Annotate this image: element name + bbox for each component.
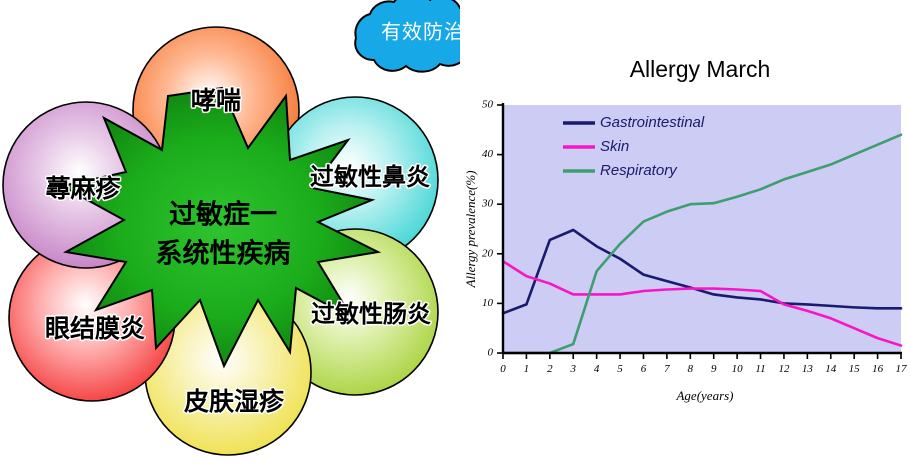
allergy-march-chart: Allergy March 0 10 20 30 40 50 0 1 2 3 4 5 6 7 8 9 10 11… — [455, 45, 910, 425]
legend-label-gastrointestinal: Gastrointestinal — [600, 114, 705, 131]
petal-label-asthma: 哮喘 — [191, 86, 241, 115]
x-tick-label: 8 — [688, 363, 694, 375]
plot-area-background — [503, 105, 901, 353]
chart-title: Allergy March — [630, 56, 771, 82]
cloud-label: 有效防治 — [381, 20, 460, 44]
y-tick-label: 50 — [482, 99, 494, 111]
series-line-skin — [501, 259, 903, 347]
petal-label-conjunctivitis: 眼结膜炎 — [45, 314, 145, 343]
x-axis-ticks: 0 1 2 3 4 5 6 7 8 9 10 11 12 13 14 15 16 17 — [500, 353, 907, 375]
x-tick-label: 0 — [500, 363, 506, 375]
y-axis-ticks: 0 10 20 30 40 50 — [481, 99, 503, 359]
cloud-callout[interactable]: 有效防治 — [354, 0, 460, 73]
x-tick-label: 7 — [664, 363, 670, 375]
x-tick-label: 6 — [641, 363, 647, 375]
petal-label-eczema: 皮肤湿疹 — [184, 387, 285, 416]
x-tick-label: 2 — [547, 363, 553, 375]
x-tick-label: 14 — [825, 363, 837, 375]
x-tick-label: 5 — [617, 363, 623, 375]
x-tick-label: 13 — [802, 363, 814, 375]
y-tick-label: 30 — [481, 198, 494, 210]
center-starburst[interactable] — [59, 86, 382, 369]
legend-label-respiratory: Respiratory — [600, 162, 678, 179]
x-tick-label: 9 — [711, 363, 717, 375]
cloud-shape — [354, 0, 460, 73]
chart-legend: Gastrointestinal Skin Respiratory — [563, 114, 705, 179]
center-label-line1: 过敏症一 — [169, 200, 277, 231]
x-tick-label: 3 — [569, 363, 576, 375]
y-axis-title: Allergy prevalence(%) — [463, 170, 478, 288]
y-tick-label: 40 — [482, 148, 494, 160]
y-tick-label: 0 — [488, 347, 494, 359]
petal-label-allergic-enteritis: 过敏性肠炎 — [311, 300, 431, 328]
allergy-flower-diagram: 哮喘 过敏性鼻炎 过敏性肠炎 皮肤湿疹 眼结膜炎 蕁麻疹 过敏症一 系统性疾病 … — [2, 0, 460, 456]
x-tick-label: 1 — [524, 363, 530, 375]
y-tick-label: 10 — [482, 297, 494, 309]
x-tick-label: 16 — [872, 363, 884, 375]
x-tick-label: 4 — [594, 363, 600, 375]
x-tick-label: 12 — [778, 363, 790, 375]
petal-label-allergic-rhinitis: 过敏性鼻炎 — [310, 163, 430, 191]
x-tick-label: 17 — [896, 363, 908, 375]
center-label-line2: 系统性疾病 — [156, 238, 291, 270]
x-tick-label: 15 — [849, 363, 861, 375]
y-tick-label: 20 — [482, 247, 494, 259]
petal-label-urticaria: 蕁麻疹 — [45, 174, 121, 203]
series-line-respiratory — [501, 133, 903, 355]
x-tick-label: 11 — [755, 363, 765, 375]
series-line-gastrointestinal — [501, 228, 903, 315]
x-tick-label: 10 — [732, 363, 744, 375]
legend-label-skin: Skin — [600, 138, 629, 155]
series-lines — [501, 133, 903, 355]
x-axis-title: Age(years) — [675, 388, 733, 403]
